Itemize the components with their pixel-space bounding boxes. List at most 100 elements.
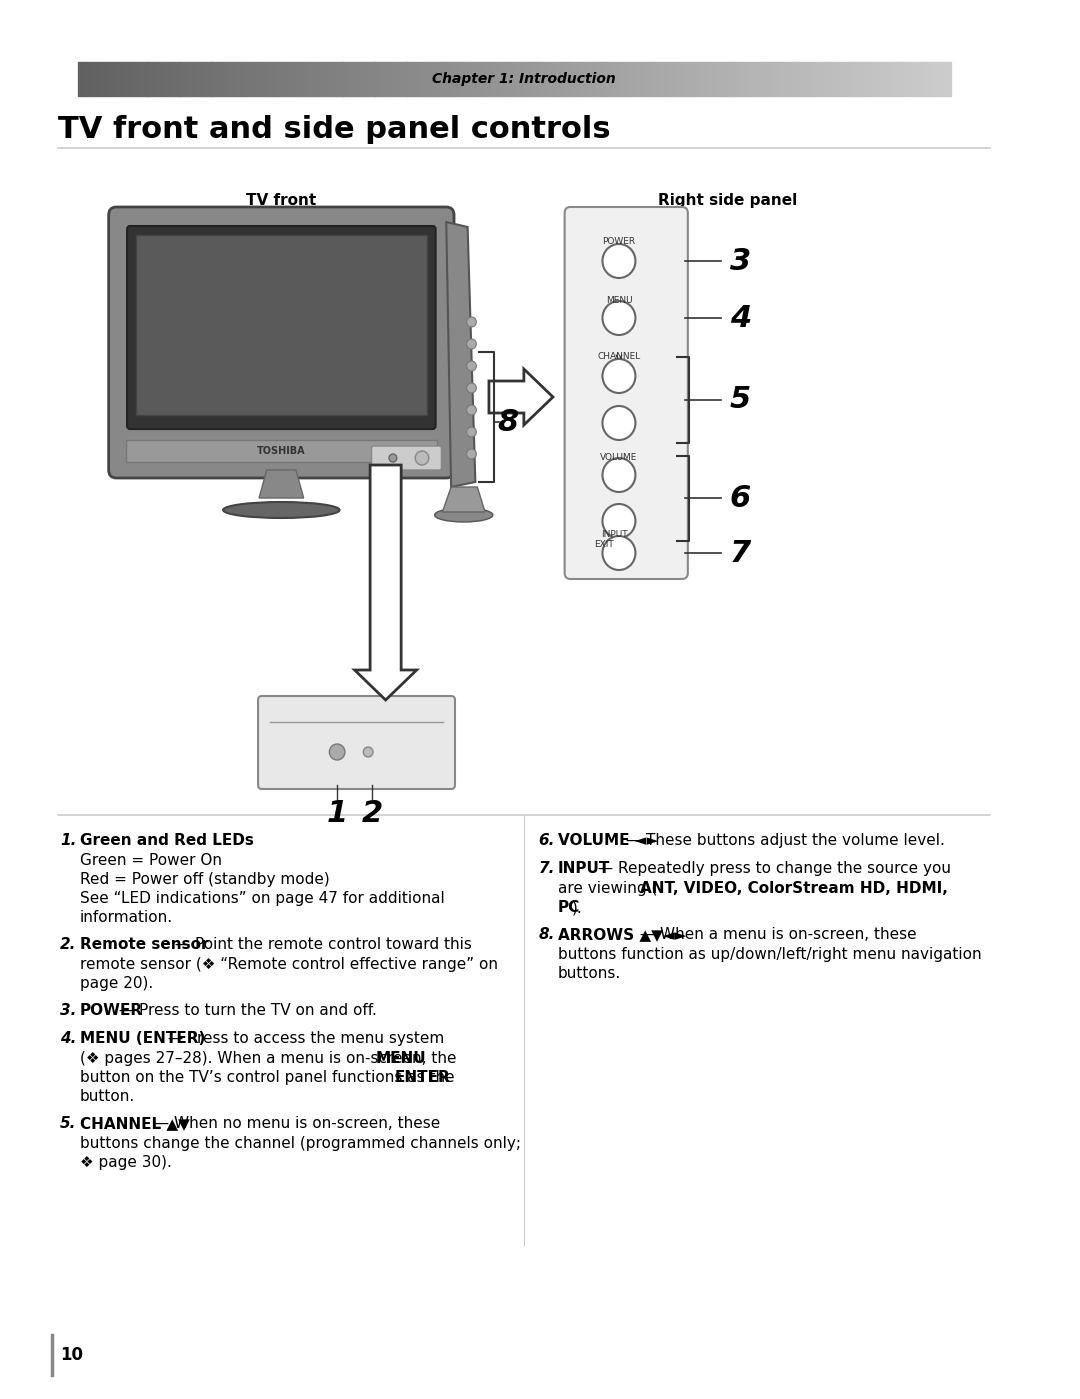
- Bar: [232, 62, 234, 97]
- Bar: [718, 62, 720, 97]
- Bar: [643, 62, 645, 97]
- Bar: [866, 62, 869, 97]
- Circle shape: [363, 747, 373, 757]
- Bar: [430, 62, 433, 97]
- Bar: [706, 62, 710, 97]
- Bar: [238, 62, 241, 97]
- Bar: [497, 62, 500, 97]
- Bar: [226, 62, 229, 97]
- Bar: [777, 62, 779, 97]
- Bar: [354, 62, 357, 97]
- Bar: [727, 62, 730, 97]
- Bar: [401, 62, 404, 97]
- Bar: [720, 62, 724, 97]
- Bar: [785, 62, 787, 97]
- Text: buttons function as up/down/left/right menu navigation: buttons function as up/down/left/right m…: [558, 947, 982, 963]
- Text: — When a menu is on-screen, these: — When a menu is on-screen, these: [635, 928, 916, 942]
- Text: remote sensor (❖ “Remote control effective range” on: remote sensor (❖ “Remote control effecti…: [80, 957, 498, 972]
- Text: 6.: 6.: [539, 832, 555, 848]
- Bar: [212, 62, 215, 97]
- Bar: [435, 62, 438, 97]
- Bar: [683, 62, 686, 97]
- Bar: [119, 62, 121, 97]
- Bar: [150, 62, 153, 97]
- Bar: [747, 62, 750, 97]
- Bar: [660, 62, 663, 97]
- Bar: [514, 62, 517, 97]
- Bar: [858, 62, 861, 97]
- Text: 2.: 2.: [60, 937, 77, 951]
- Bar: [710, 62, 712, 97]
- Text: POWER: POWER: [80, 1003, 143, 1018]
- Text: 1.: 1.: [60, 832, 77, 848]
- Bar: [863, 62, 866, 97]
- Bar: [701, 62, 703, 97]
- Bar: [380, 62, 383, 97]
- Bar: [348, 62, 351, 97]
- Bar: [124, 62, 127, 97]
- Bar: [127, 62, 130, 97]
- Bar: [843, 62, 846, 97]
- Circle shape: [603, 536, 635, 569]
- Bar: [389, 62, 392, 97]
- Bar: [476, 62, 480, 97]
- Bar: [203, 62, 205, 97]
- Bar: [887, 62, 890, 97]
- Bar: [395, 62, 397, 97]
- Bar: [523, 62, 526, 97]
- Bar: [337, 62, 339, 97]
- Bar: [916, 62, 919, 97]
- Bar: [765, 62, 768, 97]
- Bar: [468, 62, 471, 97]
- Text: CHANNEL ▲▼: CHANNEL ▲▼: [80, 1116, 189, 1130]
- Bar: [741, 62, 744, 97]
- Text: See “LED indications” on page 47 for additional: See “LED indications” on page 47 for add…: [80, 891, 444, 907]
- Bar: [351, 62, 354, 97]
- Bar: [572, 62, 576, 97]
- Bar: [823, 62, 825, 97]
- Text: ENTER: ENTER: [395, 1070, 450, 1086]
- Bar: [246, 62, 249, 97]
- Text: buttons change the channel (programmed channels only;: buttons change the channel (programmed c…: [80, 1136, 521, 1151]
- Bar: [293, 62, 296, 97]
- Bar: [924, 62, 928, 97]
- Bar: [715, 62, 718, 97]
- Bar: [739, 62, 741, 97]
- Bar: [808, 62, 811, 97]
- Text: — Press to turn the TV on and off.: — Press to turn the TV on and off.: [114, 1003, 377, 1018]
- Bar: [816, 62, 820, 97]
- Bar: [730, 62, 732, 97]
- Text: 4: 4: [730, 304, 751, 333]
- Bar: [334, 62, 337, 97]
- Bar: [86, 62, 90, 97]
- Text: TV front: TV front: [246, 193, 316, 208]
- Bar: [672, 62, 674, 97]
- Bar: [112, 62, 116, 97]
- Bar: [104, 62, 107, 97]
- Bar: [832, 62, 835, 97]
- Text: VOLUME ◄►: VOLUME ◄►: [558, 832, 658, 848]
- Bar: [159, 62, 162, 97]
- Bar: [249, 62, 253, 97]
- Bar: [881, 62, 883, 97]
- Bar: [806, 62, 808, 97]
- Text: page 20).: page 20).: [80, 977, 152, 990]
- Bar: [107, 62, 110, 97]
- Bar: [456, 62, 459, 97]
- Bar: [814, 62, 816, 97]
- Text: Remote sensor: Remote sensor: [80, 937, 208, 951]
- Bar: [546, 62, 549, 97]
- Bar: [438, 62, 442, 97]
- Text: — When no menu is on-screen, these: — When no menu is on-screen, these: [149, 1116, 441, 1130]
- Text: ARROWS ▲▼◄►: ARROWS ▲▼◄►: [558, 928, 686, 942]
- Text: button.: button.: [80, 1088, 135, 1104]
- Bar: [357, 62, 360, 97]
- Text: (❖ pages 27–28). When a menu is on-screen, the: (❖ pages 27–28). When a menu is on-scree…: [80, 1051, 461, 1066]
- Bar: [627, 62, 631, 97]
- Bar: [197, 62, 200, 97]
- Bar: [854, 62, 858, 97]
- Bar: [205, 62, 208, 97]
- Bar: [81, 62, 83, 97]
- Circle shape: [415, 450, 429, 464]
- Bar: [208, 62, 212, 97]
